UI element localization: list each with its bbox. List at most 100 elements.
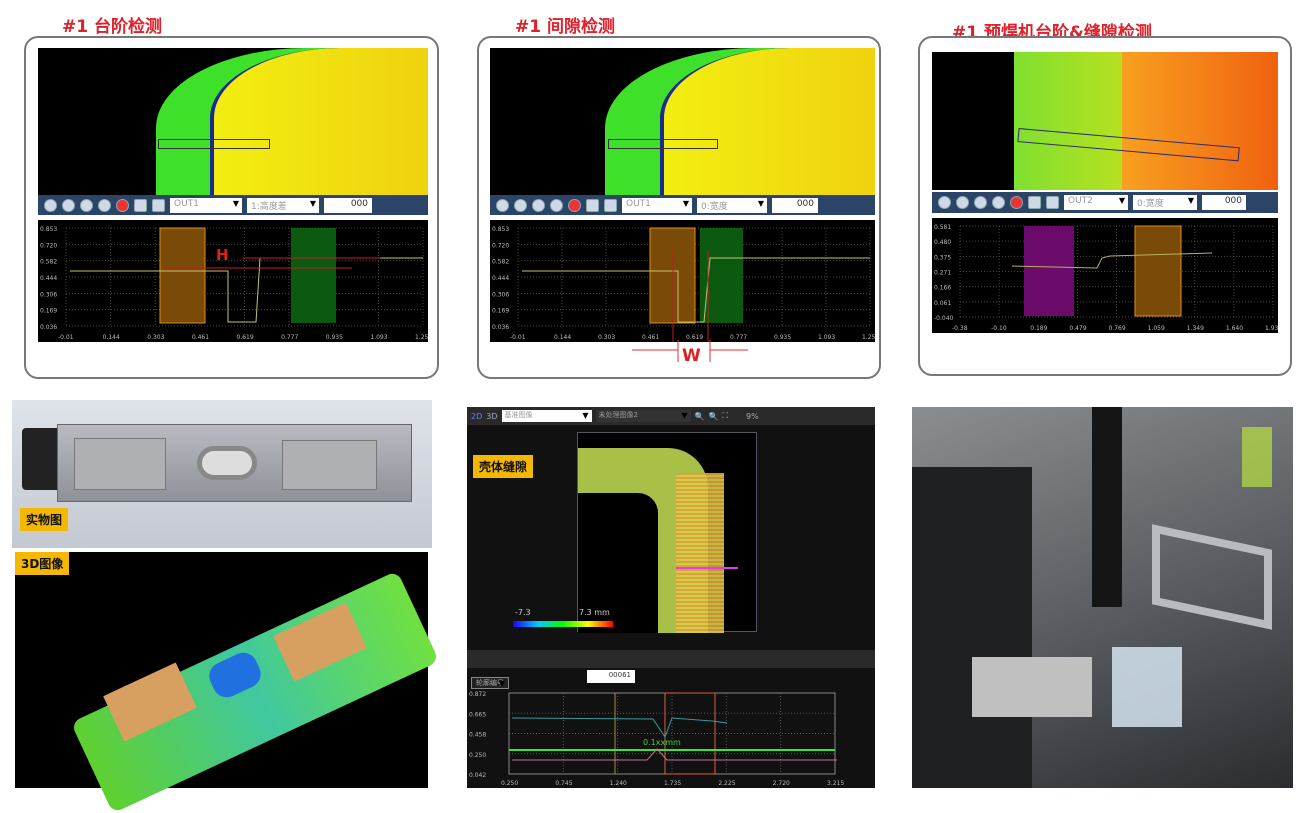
output-select[interactable]: OUT2 xyxy=(1064,195,1128,210)
x-tick-label: 0.777 xyxy=(281,334,298,341)
roi-box xyxy=(1024,226,1074,316)
color-scale-bar xyxy=(513,621,613,627)
roi-box xyxy=(664,692,716,775)
profile-line xyxy=(1011,252,1213,269)
x-tick-label: 0.189 xyxy=(1030,325,1047,332)
zoom-in-icon[interactable] xyxy=(80,198,93,212)
y-tick-label: 0.853 xyxy=(492,226,509,233)
zoom-out-icon[interactable]: 🔍 xyxy=(708,411,719,421)
reset-icon[interactable] xyxy=(568,198,581,212)
mode-select[interactable]: 0:宽度 xyxy=(697,197,767,213)
x-tick-label: -0.01 xyxy=(58,334,74,341)
y-tick-label: 0.271 xyxy=(934,270,951,277)
profile-number[interactable]: 00061 xyxy=(587,670,635,683)
panel1-title: #1 台阶检测 xyxy=(62,17,162,37)
x-tick-label: 0.144 xyxy=(103,334,120,341)
y-tick-label: 0.458 xyxy=(469,732,486,739)
y-tick-label: 0.169 xyxy=(40,308,57,315)
fit-icon[interactable]: ⛶ xyxy=(722,411,729,420)
x-tick-label: 0.303 xyxy=(147,334,164,341)
profile-icon[interactable] xyxy=(586,198,599,212)
zoom-icon[interactable] xyxy=(44,198,57,212)
source-select[interactable]: 基准图像 xyxy=(501,410,592,422)
x-tick-label: 0.479 xyxy=(1069,325,1086,332)
step-height-map xyxy=(38,48,428,195)
profile-line xyxy=(512,748,837,761)
y-tick-label: 0.061 xyxy=(934,300,951,307)
profile-line xyxy=(522,257,870,323)
height-label: H xyxy=(216,246,229,264)
reset-icon[interactable] xyxy=(116,198,129,212)
value-field[interactable]: 000 xyxy=(772,197,818,213)
x-tick-label: 1.735 xyxy=(664,780,681,787)
x-tick-label: 0.461 xyxy=(192,334,209,341)
zoom-icon[interactable] xyxy=(496,198,509,212)
y-tick-label: 0.169 xyxy=(492,308,509,315)
settings-icon[interactable] xyxy=(1046,196,1059,209)
y-tick-label: 0.582 xyxy=(40,259,57,266)
y-tick-label: 0.853 xyxy=(40,226,57,233)
y-tick-label: 0.444 xyxy=(492,275,509,282)
y-tick-label: -0.040 xyxy=(934,315,954,322)
zoom-out-icon[interactable] xyxy=(98,198,111,212)
x-tick-label: 1.093 xyxy=(818,334,835,341)
output-select[interactable]: OUT1 xyxy=(170,197,242,213)
y-tick-label: 0.375 xyxy=(934,254,951,261)
x-tick-label: 0.619 xyxy=(686,334,703,341)
housing-gap-label: 壳体缝隙 xyxy=(473,455,534,478)
mode-select[interactable]: 0:宽度 xyxy=(1133,195,1197,210)
zoom-in-icon[interactable] xyxy=(532,198,545,212)
zoom-out-icon[interactable] xyxy=(992,196,1005,209)
zoom-out-icon[interactable] xyxy=(550,198,563,212)
part-3d-image: 3D图像 xyxy=(15,552,440,813)
x-tick-label: 1.640 xyxy=(1226,325,1243,332)
profile-toolbar xyxy=(467,650,875,668)
x-tick-label: 0.777 xyxy=(730,334,747,341)
x-tick-label: 1.093 xyxy=(370,334,387,341)
profile-icon[interactable] xyxy=(1028,196,1041,209)
scale-max: 7.3 mm xyxy=(579,608,610,617)
y-tick-label: 0.306 xyxy=(40,291,57,298)
x-tick-label: 1.059 xyxy=(1148,325,1165,332)
x-tick-label: 0.303 xyxy=(598,334,615,341)
zoom-icon[interactable] xyxy=(62,198,75,212)
width-marker: W xyxy=(632,340,748,364)
y-tick-label: 0.306 xyxy=(492,291,509,298)
physical-part-photo: 实物图 xyxy=(12,400,432,548)
zoom-in-icon[interactable] xyxy=(974,196,987,209)
y-tick-label: 0.444 xyxy=(40,275,57,282)
value-field[interactable]: 000 xyxy=(1202,195,1246,210)
x-tick-label: 0.144 xyxy=(554,334,571,341)
zoom-in-icon[interactable]: 🔍 xyxy=(694,411,705,421)
tab-2d[interactable]: 2D xyxy=(471,411,483,421)
processed-select[interactable]: 未处理图像2 xyxy=(595,410,691,422)
x-tick-label: 2.720 xyxy=(773,780,790,787)
mode-select[interactable]: 1:高度差 xyxy=(247,197,319,213)
zoom-icon[interactable] xyxy=(938,196,951,209)
roi-box xyxy=(159,227,206,324)
zoom-icon[interactable] xyxy=(956,196,969,209)
reset-icon[interactable] xyxy=(1010,196,1023,209)
zoom-icon[interactable] xyxy=(514,198,527,212)
x-tick-label: 1.240 xyxy=(610,780,627,787)
profile-select[interactable]: 轮廓编号 xyxy=(471,677,509,689)
profile-icon[interactable] xyxy=(134,198,147,212)
panel3-toolbar: OUT2 0:宽度 000 xyxy=(932,192,1278,213)
3d-image-label: 3D图像 xyxy=(15,552,70,575)
panel3-profile-chart: 0.581 0.480 0.375 0.271 0.166 0.061 -0.040 -0.3… xyxy=(932,218,1278,333)
x-tick-label: 0.250 xyxy=(501,780,518,787)
settings-icon[interactable] xyxy=(152,198,165,212)
y-tick-label: 0.581 xyxy=(934,224,951,231)
settings-icon[interactable] xyxy=(604,198,617,212)
roi-box xyxy=(291,228,336,323)
physical-part-label: 实物图 xyxy=(20,508,69,531)
gap-height-map xyxy=(490,48,875,195)
tab-3d[interactable]: 3D xyxy=(486,411,498,421)
value-field[interactable]: 000 xyxy=(324,197,372,213)
output-select[interactable]: OUT1 xyxy=(622,197,692,213)
y-tick-label: 0.665 xyxy=(469,711,486,718)
y-tick-label: 0.036 xyxy=(40,324,57,331)
x-tick-label: 0.461 xyxy=(642,334,659,341)
x-tick-label: 3.215 xyxy=(827,780,844,787)
y-tick-label: 0.720 xyxy=(40,242,57,249)
